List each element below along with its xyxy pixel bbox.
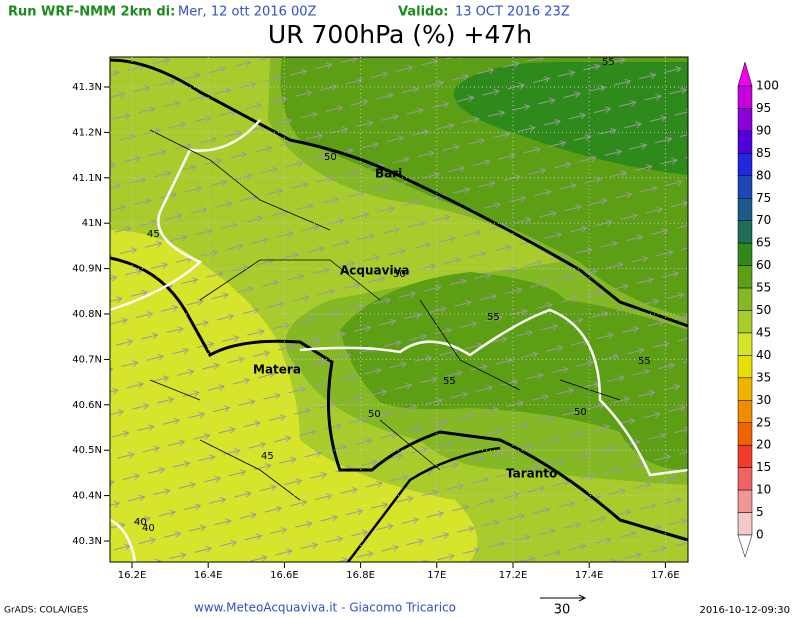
contour-label: 55 [443, 376, 456, 387]
colorbar-band [737, 287, 753, 311]
colorbar-label: 55 [756, 281, 771, 295]
city-label: Matera [253, 363, 301, 377]
run-date: Mer, 12 ott 2016 00Z [178, 5, 317, 20]
colorbar-band [737, 489, 753, 513]
colorbar-band [737, 108, 753, 132]
colorbar-label: 80 [756, 168, 771, 182]
contour-label: 55 [487, 312, 500, 323]
colorbar-label: 95 [756, 101, 771, 115]
colorbar-band [737, 175, 753, 199]
colorbar-label: 75 [756, 191, 771, 205]
lat-tick-label: 40.8N [72, 309, 102, 320]
colorbar: 1009590858075706560555045403530252015105… [737, 61, 779, 558]
region-borders [110, 119, 688, 562]
contour-label: 50 [324, 152, 337, 163]
colorbar-band [737, 422, 753, 446]
colorbar-band [737, 444, 753, 468]
lon-tick-label: 17E [427, 570, 446, 581]
colorbar-label: 50 [756, 303, 771, 317]
colorbar-band [737, 467, 753, 491]
colorbar-band [737, 85, 753, 109]
lon-tick-label: 16.4E [194, 570, 223, 581]
wind-vectors [110, 57, 688, 562]
coastline-south [347, 446, 501, 562]
vector-scale-arrow [540, 594, 587, 602]
site-credit: www.MeteoAcquaviva.it - Giacomo Tricaric… [194, 601, 456, 615]
contour-label: 50 [393, 269, 406, 280]
timestamp: 2016-10-12-09:30 [699, 605, 790, 616]
colorbar-over [737, 61, 753, 87]
colorbar-label: 90 [756, 123, 771, 137]
colorbar-label: 45 [756, 325, 771, 339]
city-label: Taranto [506, 467, 557, 481]
lat-tick-label: 41.1N [72, 173, 102, 184]
coastline-north [110, 58, 688, 328]
run-label: Run WRF-NMM 2km di: [8, 5, 175, 20]
map-title: UR 700hPa (%) +47h [268, 20, 532, 49]
colorbar-label: 65 [756, 236, 771, 250]
colorbar-band [737, 332, 753, 356]
colorbar-band [737, 265, 753, 289]
lat-tick-label: 40.9N [72, 264, 102, 275]
colorbar-band [737, 355, 753, 379]
municipal-borders [149, 129, 621, 501]
contour-label: 50 [368, 409, 381, 420]
valid-label: Valido: [398, 5, 448, 20]
lon-tick-label: 17.6E [651, 570, 680, 581]
contour-label: 50 [574, 407, 587, 418]
contour-label: 45 [147, 229, 160, 240]
coastline-gulf [110, 256, 688, 542]
lat-tick-label: 40.3N [72, 536, 102, 547]
vector-scale: 30 [554, 603, 571, 618]
colorbar-band [737, 153, 753, 177]
lat-tick-label: 40.6N [72, 400, 102, 411]
lat-tick-label: 41.2N [72, 127, 102, 138]
colorbar-label: 0 [756, 528, 764, 542]
colorbar-label: 100 [756, 79, 779, 93]
colorbar-label: 15 [756, 460, 771, 474]
contour-label: 55 [638, 356, 651, 367]
contour-label: 45 [261, 451, 274, 462]
grads-credit: GrADS: COLA/IGES [4, 606, 88, 616]
lat-tick-label: 40.5N [72, 445, 102, 456]
colorbar-label: 70 [756, 213, 771, 227]
lon-tick-label: 16.8E [346, 570, 375, 581]
colorbar-band [737, 377, 753, 401]
graticule: 41.3N 41.2N 41.1N 41N 40.9N 40.8N 40.7N 40.6N 40… [72, 57, 688, 581]
lat-tick-label: 41.3N [72, 82, 102, 93]
colorbar-band [737, 198, 753, 221]
contour-label: 55 [602, 57, 615, 68]
contour-label: 40 [142, 523, 155, 534]
colorbar-label: 40 [756, 348, 771, 362]
city-label: Acquaviva [340, 264, 410, 278]
colorbar-label: 35 [756, 370, 771, 384]
lat-tick-label: 40.4N [72, 491, 102, 502]
colorbar-band [737, 400, 753, 423]
colorbar-label: 10 [756, 483, 771, 497]
city-label: Bari [375, 167, 402, 181]
colorbar-label: 60 [756, 258, 771, 272]
map-fields [110, 57, 688, 562]
colorbar-label: 5 [756, 505, 764, 519]
colorbar-label: 85 [756, 146, 771, 160]
colorbar-band [737, 512, 753, 536]
lon-tick-label: 16.2E [118, 570, 147, 581]
lat-tick-label: 40.7N [72, 354, 102, 365]
lon-tick-label: 17.2E [499, 570, 528, 581]
colorbar-label: 25 [756, 415, 771, 429]
lon-tick-label: 16.6E [270, 570, 299, 581]
colorbar-under [737, 534, 753, 558]
colorbar-band [737, 220, 753, 244]
valid-date: 13 OCT 2016 23Z [455, 5, 570, 20]
colorbar-band [737, 310, 753, 334]
contour-label: 40 [134, 517, 147, 528]
map-frame [109, 56, 689, 563]
colorbar-label: 20 [756, 438, 771, 452]
colorbar-band [737, 130, 753, 154]
colorbar-band [737, 242, 753, 266]
lat-tick-label: 41N [82, 218, 102, 229]
colorbar-label: 30 [756, 393, 771, 407]
lon-tick-label: 17.4E [575, 570, 604, 581]
